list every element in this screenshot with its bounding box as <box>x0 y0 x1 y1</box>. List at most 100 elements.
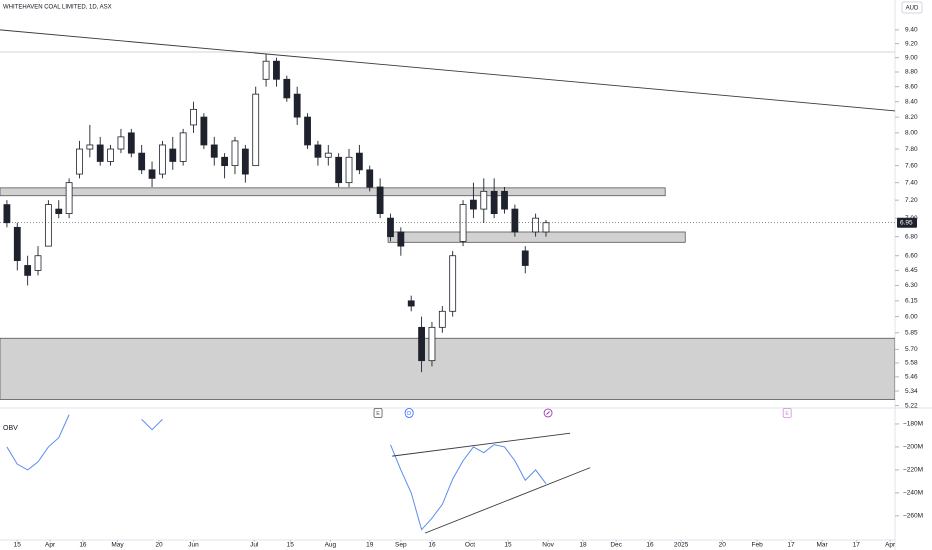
x-tick-label: Nov <box>542 542 554 549</box>
x-tick-label: 19 <box>366 542 374 549</box>
x-tick-label: Sep <box>395 542 407 549</box>
candle-body <box>252 93 260 167</box>
x-tick-label: Feb <box>752 542 764 549</box>
candle-body <box>283 78 291 99</box>
event-label[interactable]: D <box>407 411 411 417</box>
x-tick-label: 15 <box>14 542 22 549</box>
y-tick-label: 7.40 <box>905 179 918 186</box>
candle-body <box>190 108 197 126</box>
y-tick-label: 5.58 <box>905 360 918 367</box>
y-tick-label: 8.60 <box>905 83 918 90</box>
x-tick-label: 15 <box>504 542 512 549</box>
candle-body <box>470 199 477 210</box>
last-price-box <box>897 217 917 228</box>
y-tick-label: 6.80 <box>905 233 918 240</box>
x-tick-label: Jun <box>188 542 199 549</box>
x-tick-label: Dec <box>610 542 622 549</box>
candle-body <box>480 190 488 210</box>
y-tick-label: −260M <box>903 513 923 520</box>
currency[interactable]: AUD <box>906 6 919 12</box>
x-tick-label: 16 <box>79 542 87 549</box>
y-tick-label: 5.85 <box>905 329 918 336</box>
price-pane <box>0 29 895 400</box>
candle-body <box>200 116 208 146</box>
candle-body <box>34 255 42 271</box>
candle-body <box>345 156 353 184</box>
x-tick-label: 18 <box>579 542 587 549</box>
y-tick-label: 5.46 <box>905 374 918 381</box>
candle-body <box>127 132 135 154</box>
y-tick-label: 6.45 <box>905 267 918 274</box>
event-glyph <box>546 411 550 415</box>
candle-body <box>438 310 446 328</box>
candle-body <box>304 116 311 146</box>
candle-body <box>418 326 425 362</box>
candle-body <box>355 152 363 171</box>
obv-pane <box>6 414 591 534</box>
candle-body <box>148 169 156 179</box>
y-tick-label: 9.20 <box>905 40 918 47</box>
y-tick-label: 7.80 <box>905 146 918 153</box>
x-tick-label: 2025 <box>674 542 689 549</box>
zone <box>387 231 686 243</box>
candle-body <box>428 326 436 362</box>
candle-body <box>107 148 114 162</box>
candle-body <box>521 250 529 266</box>
y-tick-label: 5.22 <box>905 402 918 409</box>
event-icon[interactable] <box>404 408 414 418</box>
trend-line <box>0 29 895 112</box>
x-tick-label: 17 <box>787 542 795 549</box>
candle-body <box>293 93 301 118</box>
candle-body <box>24 265 32 276</box>
y-tick-label: 5.70 <box>905 346 918 353</box>
candle-body <box>532 217 540 233</box>
x-tick-label: Mar <box>816 542 828 549</box>
candle-body <box>117 136 125 150</box>
x-tick-label: 20 <box>155 542 163 549</box>
x-tick-label: May <box>111 542 124 549</box>
y-tick-label: −200M <box>903 444 923 451</box>
candle-body <box>13 226 21 261</box>
candle-body <box>262 60 270 80</box>
x-tick-label: Oct <box>465 542 475 549</box>
x-tick-label: 16 <box>646 542 654 549</box>
currency-box[interactable] <box>901 1 923 14</box>
y-tick-label: 6.00 <box>905 313 918 320</box>
symbol-title: WHITEHAVEN COAL LIMITED, 1D, ASX <box>3 5 112 11</box>
candle-body <box>221 156 229 167</box>
x-tick-label: 17 <box>853 542 861 549</box>
y-tick-label: 9.40 <box>905 27 918 34</box>
candle-body <box>366 169 374 188</box>
y-tick-label: −180M <box>903 421 923 428</box>
event-icon[interactable] <box>782 408 792 418</box>
y-tick-label: 6.60 <box>905 252 918 259</box>
x-tick-label: 15 <box>287 542 295 549</box>
trend-line <box>392 432 571 457</box>
trend-line <box>424 467 591 534</box>
candle-body <box>159 144 166 175</box>
candle-body <box>387 217 394 238</box>
event-icon[interactable] <box>373 408 383 418</box>
zone <box>0 337 895 400</box>
candle-body <box>3 204 11 224</box>
axes: 9.40 9.20 9.00 8.80 8.60 8.40 8.20 8.00 7.80 7.60… <box>14 27 923 549</box>
candle-body <box>179 132 187 162</box>
x-tick-label: Apr <box>885 542 896 549</box>
x-tick-label: Apr <box>45 542 56 549</box>
y-tick-label: −240M <box>903 490 923 497</box>
x-tick-label: Jul <box>250 542 259 549</box>
event-label[interactable]: E <box>376 411 380 417</box>
x-tick-label: Aug <box>325 542 337 549</box>
candle-body <box>86 144 94 150</box>
y-tick-label: 8.00 <box>905 130 918 137</box>
event-label[interactable]: E <box>785 411 789 417</box>
x-tick-label: 20 <box>719 542 727 549</box>
y-tick-label: 8.80 <box>905 69 918 76</box>
obv-line <box>6 414 547 531</box>
candle-body <box>241 148 249 175</box>
y-tick-label: 6.30 <box>905 282 918 289</box>
candle-body <box>397 231 405 247</box>
candle-body <box>96 144 104 162</box>
